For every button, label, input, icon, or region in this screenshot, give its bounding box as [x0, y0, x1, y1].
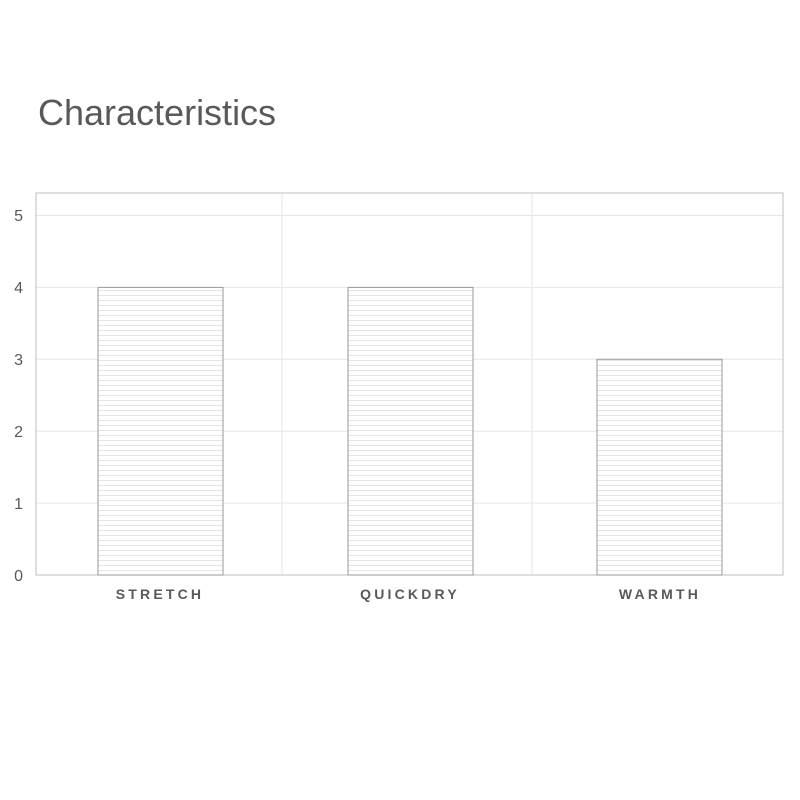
svg-text:STRETCH: STRETCH — [116, 586, 205, 602]
svg-text:3: 3 — [14, 352, 23, 369]
svg-text:5: 5 — [14, 208, 23, 225]
svg-text:4: 4 — [14, 280, 23, 297]
svg-text:WARMTH: WARMTH — [619, 586, 701, 602]
svg-text:QUICKDRY: QUICKDRY — [360, 586, 460, 602]
svg-text:1: 1 — [14, 496, 23, 513]
svg-text:0: 0 — [14, 568, 23, 585]
svg-text:2: 2 — [14, 424, 23, 441]
